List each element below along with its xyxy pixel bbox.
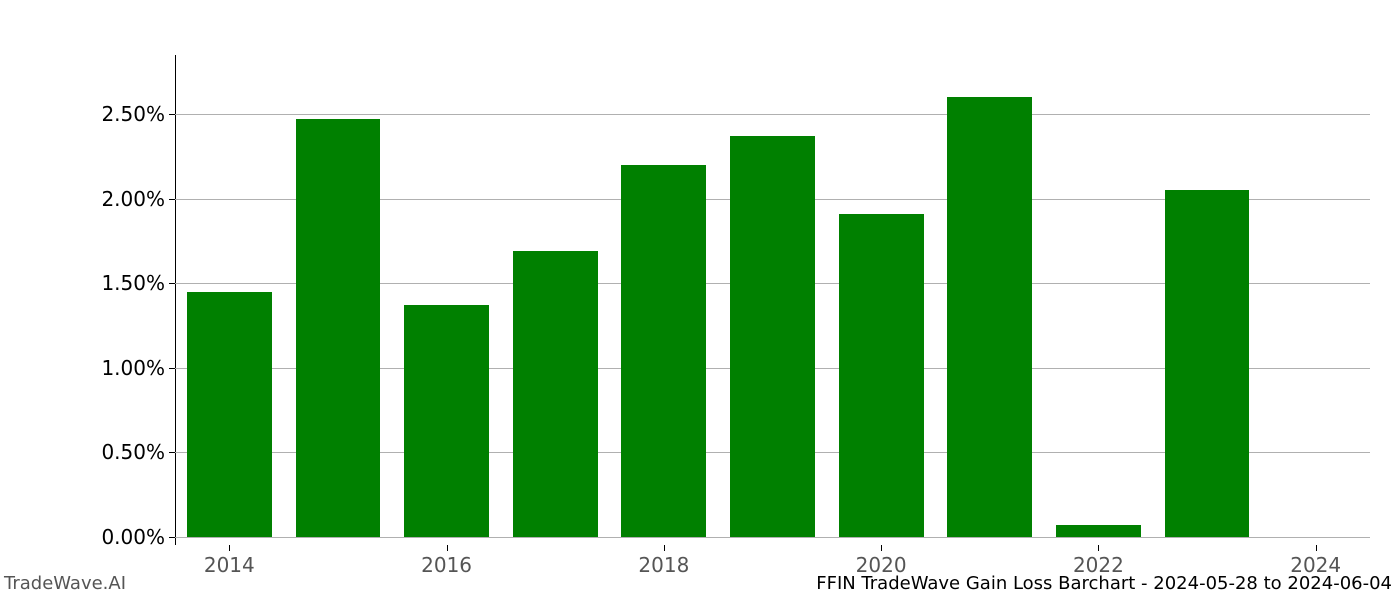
bar-2021 <box>947 97 1032 536</box>
x-tick-label: 2016 <box>421 545 472 577</box>
y-tick-label: 1.50% <box>101 271 175 295</box>
gridline <box>175 537 1370 538</box>
y-tick-label: 0.00% <box>101 525 175 549</box>
bar-2017 <box>513 251 598 537</box>
bar-2020 <box>839 214 924 537</box>
bar-2016 <box>404 305 489 536</box>
bar-2018 <box>621 165 706 537</box>
y-tick-label: 0.50% <box>101 440 175 464</box>
bar-2015 <box>296 119 381 536</box>
gridline <box>175 114 1370 115</box>
x-tick-label: 2018 <box>638 545 689 577</box>
footer-right: FFIN TradeWave Gain Loss Barchart - 2024… <box>816 573 1392 594</box>
bar-2019 <box>730 136 815 536</box>
bar-2023 <box>1165 190 1250 536</box>
y-axis-line <box>175 55 176 545</box>
y-tick-label: 1.00% <box>101 356 175 380</box>
plot-area: 0.00%0.50%1.00%1.50%2.00%2.50% 201420162… <box>175 55 1370 545</box>
bar-2014 <box>187 292 272 537</box>
y-tick-label: 2.50% <box>101 102 175 126</box>
y-tick-label: 2.00% <box>101 187 175 211</box>
footer-left: TradeWave.AI <box>4 573 126 594</box>
x-tick-label: 2014 <box>204 545 255 577</box>
bar-2022 <box>1056 525 1141 537</box>
